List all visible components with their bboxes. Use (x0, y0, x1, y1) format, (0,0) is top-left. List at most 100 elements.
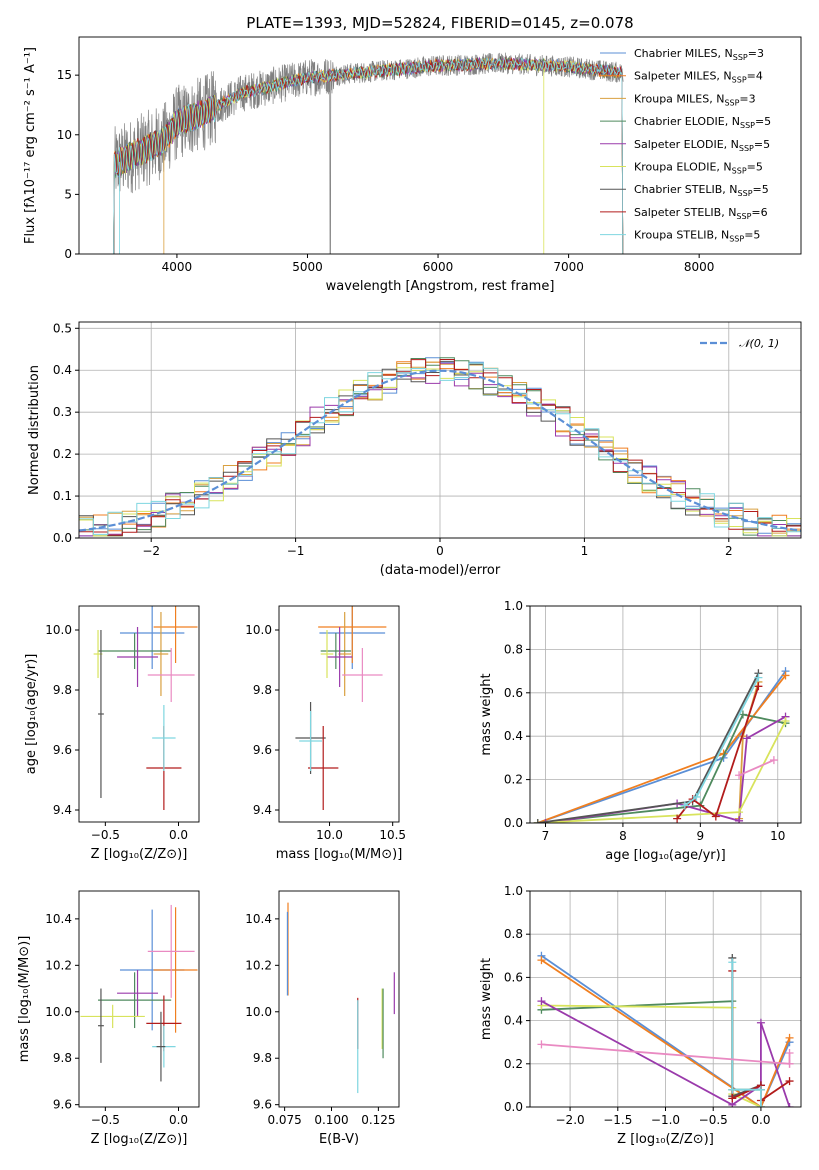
errorbar-point (318, 606, 387, 663)
y-tick-label: 0.5 (53, 321, 72, 335)
weight-marker (537, 956, 546, 965)
y-tick-label: 0.2 (504, 773, 523, 787)
weight-marker (692, 792, 701, 801)
weight-marker (680, 801, 689, 810)
y-tick-label: 0.0 (53, 531, 72, 545)
weight-marker (756, 1103, 765, 1107)
weight-marker (754, 673, 763, 682)
y-axis-label: mass [log₁₀(M/M⊙)] (17, 936, 32, 1063)
errorbar-point (156, 1011, 166, 1082)
y-tick-label: 9.8 (53, 1051, 72, 1065)
y-tick-label: 9.6 (253, 743, 272, 757)
x-tick-label: 7 (542, 829, 550, 843)
x-tick-label: 5000 (292, 260, 323, 274)
y-axis-label: mass weight (479, 673, 494, 755)
x-tick-label: 10.5 (379, 828, 406, 842)
errorbar-point (320, 633, 351, 669)
x-tick-label: 6000 (423, 260, 454, 274)
x-tick-label: 0.0 (751, 1113, 770, 1127)
model-spectrum (113, 57, 624, 254)
y-tick-label: 10.4 (45, 912, 72, 926)
errorbar-point (98, 988, 104, 1063)
x-tick-label: 9 (697, 829, 705, 843)
errorbar-point (119, 606, 185, 669)
plot-area (113, 52, 624, 254)
x-tick-label: 8000 (684, 260, 715, 274)
x-axis-label: mass [log₁₀(M/M⊙)] (276, 847, 403, 862)
weight-line (540, 959, 791, 1107)
chart-age_vs_mass: 10.0 10.5 9.4 9.6 9.8 10.0 mass [log₁₀(M/M⊙)] (245, 605, 406, 862)
x-tick-label: 7000 (553, 260, 584, 274)
y-tick-label: 9.4 (53, 803, 72, 817)
weight-line (731, 962, 762, 1107)
weight-marker (735, 808, 744, 817)
chart-mass_vs_EBV: 0.075 0.100 0.125 9.6 9.8 10.0 10.2 10.4 E(B-V) (245, 890, 400, 1147)
x-tick-label: 4000 (162, 260, 193, 274)
errorbar-point (338, 612, 351, 696)
weight-marker (785, 1103, 794, 1107)
chart-weight_vs_age: 7 8 9 10 0.0 0.2 0.4 0.6 0.8 1.0 age [log₁₀(age/yr… (479, 599, 802, 863)
x-tick-label: −2.0 (556, 1113, 585, 1127)
weight-line (537, 672, 760, 823)
model-spectrum (113, 57, 624, 254)
x-tick-label: 2 (725, 544, 733, 558)
weight-marker (785, 1033, 794, 1042)
legend-label: Salpeter MILES, NSSP=4 (634, 70, 763, 85)
x-tick-label: −0.5 (91, 1113, 120, 1127)
y-tick-label: 15 (57, 68, 72, 82)
legend-label: 𝒩(0, 1) (739, 337, 779, 350)
weight-marker (735, 816, 744, 823)
plot-area (80, 904, 198, 1082)
errorbar-point (153, 612, 169, 696)
y-tick-label: 9.8 (253, 1051, 272, 1065)
residual-histogram (79, 359, 801, 536)
axes-frame (78, 36, 802, 255)
y-tick-label: 1.0 (504, 599, 523, 613)
legend-label: Kroupa ELODIE, NSSP=5 (634, 161, 763, 176)
legend: 𝒩(0, 1) (700, 337, 779, 350)
y-tick-label: 9.6 (53, 1098, 72, 1112)
chart-weight_vs_Z: −2.0 −1.5 −1.0 −0.5 0.0 0.0 0.2 0.4 0.6 0.8 1.0 Z [… (479, 884, 802, 1147)
x-axis-label: wavelength [Angstrom, rest frame] (326, 279, 555, 294)
x-axis-label: Z [log₁₀(Z/Z⊙)] (617, 1132, 714, 1147)
y-tick-label: 10.0 (45, 1005, 72, 1019)
y-tick-label: 10.0 (245, 1005, 272, 1019)
plot-area (295, 606, 387, 810)
x-tick-label: 10.0 (316, 828, 343, 842)
y-tick-label: 10.0 (45, 623, 72, 637)
weight-line (738, 759, 775, 777)
y-tick-label: 10.2 (245, 958, 272, 972)
x-tick-label: −1 (287, 544, 305, 558)
x-tick-label: 10 (770, 829, 785, 843)
model-spectrum (113, 57, 624, 254)
axes-frame (78, 605, 200, 823)
weight-marker (785, 1049, 794, 1057)
x-tick-label: 0.0 (169, 1113, 188, 1127)
legend-label: Salpeter STELIB, NSSP=6 (634, 206, 768, 221)
weight-marker (785, 1059, 794, 1068)
errorbar-point (299, 711, 322, 771)
legend-label: Chabrier STELIB, NSSP=5 (634, 183, 769, 198)
y-tick-label: 9.6 (253, 1098, 272, 1112)
legend-label: Chabrier ELODIE, NSSP=5 (634, 115, 771, 130)
x-tick-label: −0.5 (699, 1113, 728, 1127)
model-spectrum (113, 56, 624, 254)
errorbar-point (342, 648, 383, 702)
y-tick-label: 0.1 (53, 489, 72, 503)
model-spectrum (113, 55, 624, 254)
y-tick-label: 10 (57, 128, 72, 142)
y-axis-label: Flux [fλ10⁻¹⁷ erg cm⁻² s⁻¹ A⁻¹] (23, 47, 38, 244)
errorbar-point (117, 969, 159, 1017)
errorbar-point (153, 606, 198, 663)
y-tick-label: 10.2 (45, 958, 72, 972)
model-spectrum (113, 56, 624, 254)
errorbar-point (98, 633, 172, 669)
errorbar-point (327, 627, 353, 687)
weight-line (541, 1000, 761, 1091)
x-tick-label: 1 (581, 544, 589, 558)
y-tick-label: 0.4 (53, 363, 72, 377)
weight-marker (756, 1018, 765, 1027)
weight-marker (735, 771, 744, 780)
plot-area (93, 606, 198, 810)
